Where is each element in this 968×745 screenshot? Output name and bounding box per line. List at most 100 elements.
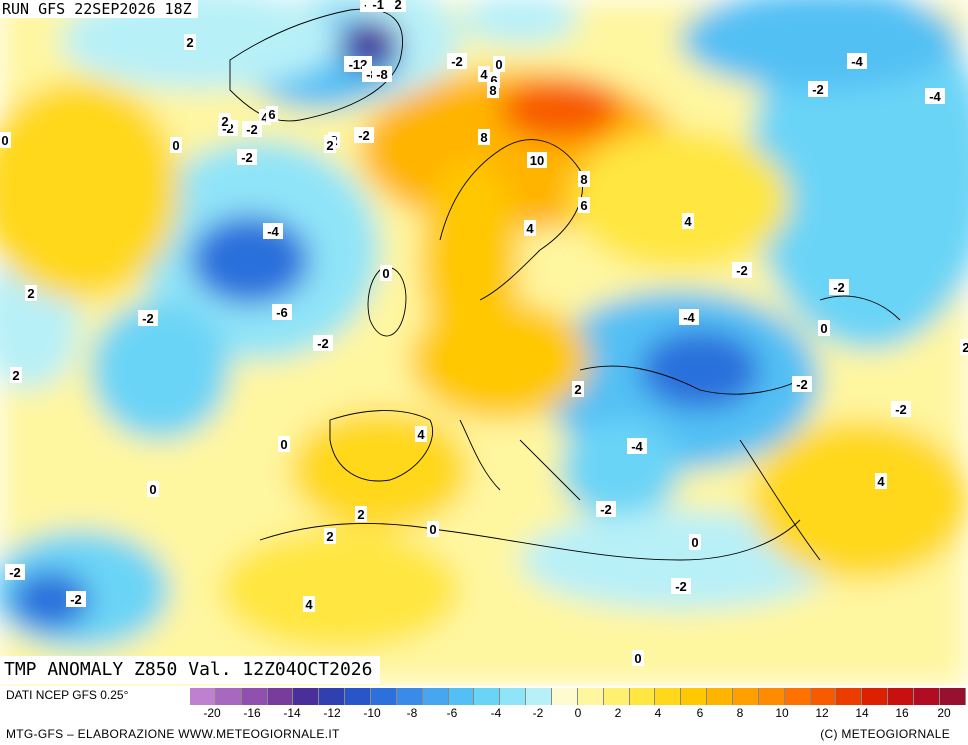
anomaly-label-bg [170, 137, 182, 153]
anomaly-label: -2 [390, 0, 402, 12]
anomaly-label: -2 [317, 336, 329, 351]
anomaly-label: 10 [530, 153, 544, 168]
anomaly-label-bg [25, 285, 37, 301]
anomaly-label: 2 [27, 286, 34, 301]
credit-left: MTG-GFS – ELABORAZIONE WWW.METEOGIORNALE… [6, 727, 340, 741]
anomaly-label-bg [313, 335, 333, 351]
anomaly-label-bg [355, 506, 367, 522]
anomaly-label: -2 [812, 82, 824, 97]
anomaly-label: -2 [451, 54, 463, 69]
anomaly-label-bg [372, 66, 392, 82]
colorbar-tick-label: -16 [243, 706, 261, 720]
anomaly-label-bg [354, 127, 374, 143]
anomaly-label-bg [237, 149, 257, 165]
anomaly-label-bg [891, 401, 911, 417]
anomaly-label-bg [596, 501, 616, 517]
anomaly-label: 0 [280, 437, 287, 452]
anomaly-label: 4 [684, 214, 692, 229]
colorbar-tick-label: -14 [283, 706, 301, 720]
colorbar-tick-label: 0 [574, 706, 582, 720]
anomaly-label: -4 [267, 224, 279, 239]
anomaly-label: -2 [833, 280, 845, 295]
anomaly-label-bg [263, 223, 283, 239]
colorbar-tick-label: -2 [532, 706, 544, 720]
anomaly-label-bg [10, 367, 22, 383]
anomaly-label: -1 [372, 0, 387, 12]
colorbar-swatch [888, 688, 915, 705]
anomaly-label: -2 [142, 311, 154, 326]
anomaly-label: 6 [490, 73, 497, 88]
anomaly-label-bg [578, 197, 590, 213]
anomaly-label: 4 [417, 427, 425, 442]
anomaly-label: 2 [186, 35, 193, 50]
colorbar-tick-label: -6 [446, 706, 458, 720]
colorbar-swatch [784, 688, 811, 705]
anomaly-label: 6 [268, 107, 275, 122]
map-title: TMP ANOMALY Z850 Val. 12Z04OCT2026 [0, 656, 381, 684]
anomaly-label-bg [324, 137, 336, 153]
anomaly-label: -8 [376, 67, 388, 82]
data-source-label: DATI NCEP GFS 0.25° [6, 688, 129, 702]
anomaly-label-bg [303, 596, 315, 612]
colorbar-swatch [758, 688, 785, 705]
anomaly-label-bg [524, 220, 536, 236]
colorbar-tick-label: 10 [775, 706, 789, 720]
colorbar-swatch [836, 688, 863, 705]
colorbar-swatch [215, 688, 242, 705]
anomaly-label-bg [578, 171, 590, 187]
colorbar-swatch [629, 688, 656, 705]
anomaly-label: 0 [172, 138, 179, 153]
anomaly-label-bg [447, 53, 467, 69]
colorbar-tick-label: 16 [895, 706, 909, 720]
colorbar-tick-label: 6 [696, 706, 704, 720]
colorbar-swatch [681, 688, 708, 705]
anomaly-label-bg [219, 113, 231, 129]
colorbar-tick-label: 20 [937, 706, 951, 720]
anomaly-label-bg [493, 56, 505, 72]
anomaly-label-bg [272, 304, 292, 320]
colorbar-swatch [577, 688, 604, 705]
anomaly-label: 0 [495, 57, 502, 72]
colorbar-swatch [241, 688, 268, 705]
colorbar-swatch [500, 688, 527, 705]
colorbar-swatch [448, 688, 475, 705]
anomaly-label: -2 [895, 402, 907, 417]
colorbar-swatch [655, 688, 682, 705]
colorbar-swatch [939, 688, 966, 705]
run-title: RUN GFS 22SEP2026 18Z [0, 0, 198, 18]
colorbar-tick-label: 12 [815, 706, 829, 720]
anomaly-label: -2 [600, 502, 612, 517]
anomaly-label-bg [627, 438, 647, 454]
anomaly-label: 4 [305, 597, 313, 612]
colorbar-tick-label: 8 [736, 706, 744, 720]
colorbar-ticks: -20 -16 -14 -12 -10 -8 -6 -4 -2 0 2 4 6 8 10 12 14 16 20 [0, 706, 968, 722]
anomaly-label-bg [66, 591, 86, 607]
colorbar-tick-label: -10 [363, 706, 381, 720]
legend-panel: DATI NCEP GFS 0.25° [0, 686, 968, 745]
colorbar-tick-label: -20 [203, 706, 221, 720]
anomaly-label: 8 [580, 172, 587, 187]
anomaly-label-bg [478, 129, 490, 145]
colorbar-swatch [862, 688, 889, 705]
anomaly-label-bg [960, 339, 968, 355]
anomaly-label: 0 [634, 651, 641, 666]
colorbar-swatch [914, 688, 940, 705]
credit-right: (C) METEOGIORNALE [820, 727, 950, 741]
anomaly-map: -3-2-1 -12-8-80-22-2462-22-222-200468810… [0, 0, 968, 686]
anomaly-label: 6 [580, 198, 587, 213]
colorbar-tick-label: 4 [654, 706, 662, 720]
colorbar-swatch [267, 688, 294, 705]
anomaly-label: -2 [246, 122, 258, 137]
anomaly-label: 0 [691, 535, 698, 550]
colorbar [190, 688, 966, 705]
anomaly-label: -2 [736, 263, 748, 278]
anomaly-label: -2 [70, 592, 82, 607]
anomaly-label: 2 [12, 368, 19, 383]
anomaly-label: 4 [877, 474, 885, 489]
colorbar-swatch [552, 688, 578, 705]
colorbar-swatch [190, 688, 216, 705]
anomaly-label-bg [380, 265, 392, 281]
anomaly-label-bg [266, 106, 278, 122]
anomaly-label-bg [808, 81, 828, 97]
anomaly-label-bg [925, 88, 945, 104]
